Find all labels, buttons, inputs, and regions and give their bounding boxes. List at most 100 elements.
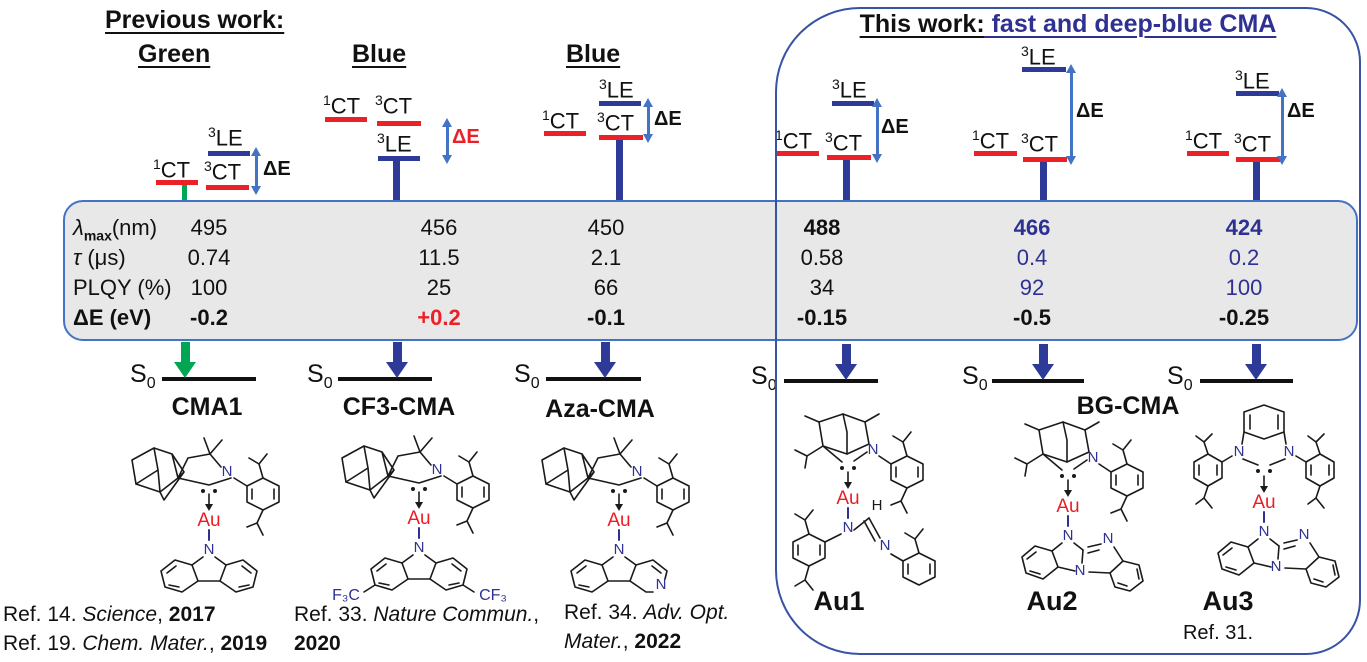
- previous-work-heading: Previous work:: [105, 6, 285, 34]
- s0-level-bar: [546, 377, 641, 381]
- nitrogen-label: N: [868, 441, 879, 458]
- ct1-label: 1CT: [153, 156, 191, 183]
- s0-label: S0: [514, 360, 540, 392]
- ct1-label: 1CT: [1185, 127, 1223, 154]
- table-cell: 495: [190, 215, 228, 240]
- ct3-label: 3CT: [375, 92, 413, 119]
- emission-arrow-green: [181, 342, 190, 364]
- photophysics-table: λmax(nm) τ (μs) PLQY (%) ΔE (eV) 495 456…: [63, 200, 1358, 341]
- table-cell: 25: [426, 275, 452, 300]
- table-cell: 456: [420, 215, 458, 240]
- le3-label: 3LE: [832, 76, 867, 103]
- table-cell: 100: [190, 275, 228, 300]
- compound-name-au3: Au3: [1202, 586, 1254, 616]
- delta-e-arrow: [872, 98, 882, 163]
- ct1-level-bar: [544, 131, 586, 136]
- delta-e-label: ΔE: [452, 126, 480, 148]
- delta-e-label: ΔE: [654, 108, 682, 130]
- delta-e-arrow: [442, 118, 452, 164]
- ct3-label: 3CT: [1234, 130, 1272, 157]
- gold-label: Au: [1056, 496, 1079, 517]
- table-cell: 0.2: [1228, 245, 1260, 270]
- ct3-label: 3CT: [597, 109, 635, 136]
- nitrogen-label: N: [843, 519, 854, 536]
- reference-aza-cma: Ref. 34. Adv. Opt. Mater., 2022: [564, 601, 730, 653]
- ct3-level-bar: [827, 155, 871, 160]
- le3-level-bar: [599, 101, 641, 106]
- compound-name-cf3-cma: CF3-CMA: [342, 393, 456, 421]
- s0-level-bar: [338, 377, 432, 381]
- table-cell: -0.25: [1218, 305, 1270, 330]
- au3-structure: N N Au N N N: [1193, 404, 1340, 588]
- delta-e-arrow: [251, 147, 261, 195]
- f3c-label: F₃C: [332, 587, 360, 604]
- ct1-level-bar: [974, 151, 1017, 156]
- ct3-label: 3CT: [204, 158, 242, 185]
- le3-level-bar: [1236, 91, 1279, 96]
- emission-arrow-blue: [393, 342, 402, 364]
- le3-level-bar: [378, 156, 420, 161]
- table-cell: 34: [809, 275, 835, 300]
- gold-label: Au: [607, 510, 630, 531]
- table-cell: -0.15: [796, 305, 848, 330]
- row-label-plqy: PLQY (%): [73, 275, 172, 300]
- le3-label: 3LE: [208, 124, 243, 151]
- emission-line-blue: [1253, 162, 1260, 201]
- s0-level-bar: [992, 379, 1084, 383]
- column-label-green: Green: [138, 40, 211, 68]
- table-cell: 450: [587, 215, 625, 240]
- nitrogen-label: N: [414, 539, 425, 556]
- emission-arrowhead-blue: [594, 362, 616, 378]
- nitrogen-label: N: [222, 463, 233, 480]
- delta-e-label: ΔE: [881, 116, 909, 138]
- compound-group-bg-cma: BG-CMA: [1076, 392, 1180, 420]
- this-work-heading: This work: fast and deep-blue CMA: [859, 10, 1277, 38]
- compound-name-aza-cma: Aza-CMA: [545, 395, 655, 423]
- table-cell: -0.5: [1013, 305, 1051, 330]
- emission-arrow-blue: [1039, 344, 1048, 366]
- ct3-label: 3CT: [1021, 130, 1059, 157]
- nitrogen-label: N: [1271, 558, 1282, 575]
- ct1-label: 1CT: [323, 92, 361, 119]
- s0-level-bar: [784, 379, 878, 383]
- nitrogen-label: N: [880, 537, 891, 554]
- cf3-label: CF₃: [479, 587, 507, 604]
- emission-arrow-blue: [1252, 344, 1261, 366]
- ct1-level-bar: [325, 117, 367, 122]
- nitrogen-label: N: [204, 541, 215, 558]
- table-cell: 2.1: [590, 245, 622, 270]
- emission-arrowhead-blue: [1032, 364, 1054, 380]
- au2-structure: N Au N N N: [1014, 421, 1144, 592]
- table-cell: 424: [1225, 215, 1263, 240]
- delta-e-label: ΔE: [1287, 100, 1315, 122]
- ct3-level-bar: [599, 135, 643, 140]
- emission-line-blue: [843, 160, 850, 201]
- table-cell: 0.74: [187, 245, 231, 270]
- ct1-label: 1CT: [972, 127, 1010, 154]
- cma1-structure: N Au N: [131, 437, 280, 593]
- ct1-label: 1CT: [542, 107, 580, 134]
- s0-label: S0: [307, 360, 333, 392]
- table-cell: 488: [803, 215, 841, 240]
- nitrogen-label: N: [1063, 527, 1074, 544]
- au1-structure: N Au N H N: [792, 413, 936, 591]
- nitrogen-label: N: [632, 463, 643, 480]
- emission-line-blue: [393, 161, 400, 201]
- table-cell: 100: [1225, 275, 1263, 300]
- emission-arrow-blue: [601, 342, 610, 364]
- emission-arrow-blue: [842, 344, 851, 366]
- s0-level-bar: [1200, 379, 1293, 383]
- le3-label: 3LE: [377, 130, 412, 157]
- delta-e-label: ΔE: [263, 158, 291, 180]
- ct3-level-bar: [206, 185, 249, 190]
- nitrogen-label: N: [1284, 443, 1295, 460]
- gold-label: Au: [836, 488, 859, 509]
- table-cell: 0.4: [1016, 245, 1048, 270]
- table-cell: 466: [1013, 215, 1051, 240]
- delta-e-arrow: [643, 98, 653, 143]
- row-label-tau: τ (μs): [73, 245, 126, 270]
- gold-label: Au: [197, 510, 220, 531]
- emission-arrowhead-blue: [835, 364, 857, 380]
- delta-e-arrow: [1277, 88, 1287, 165]
